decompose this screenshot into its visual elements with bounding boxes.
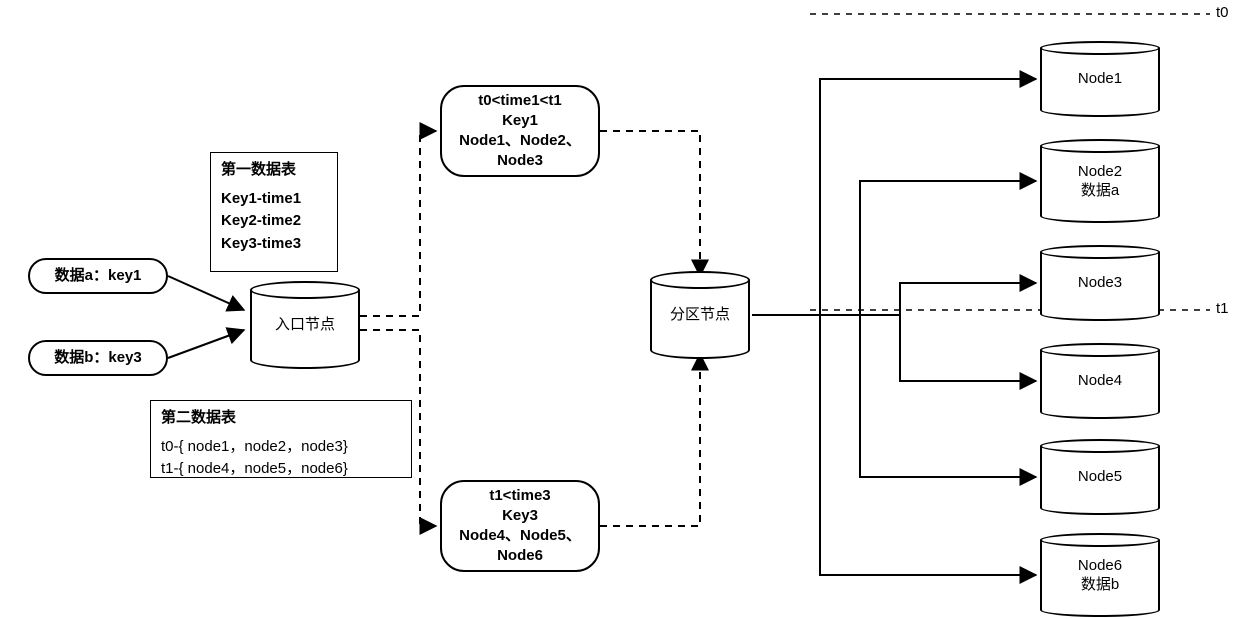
route-top-line: Node1、Node2、 bbox=[459, 131, 581, 151]
input-data-b: 数据b：key3 bbox=[28, 340, 168, 376]
edge-route_bot-to-partition bbox=[600, 354, 700, 526]
second-data-table-row: t0-{ node1，node2，node3} bbox=[161, 436, 401, 459]
first-data-table: 第一数据表 Key1-time1 Key2-time2 Key3-time3 bbox=[210, 152, 338, 272]
edge-partition-to-n6 bbox=[752, 315, 1036, 575]
edges-layer bbox=[0, 0, 1240, 619]
edge-partition-to-n3 bbox=[752, 283, 1036, 315]
cylinder-label: 入口节点 bbox=[269, 315, 341, 335]
entry-node: 入口节点 bbox=[250, 290, 360, 360]
first-data-table-row: Key3-time3 bbox=[221, 233, 327, 256]
storage-node-4: Node4 bbox=[1040, 350, 1160, 412]
edge-input_a-to-entry bbox=[168, 276, 244, 310]
route-bot-line: Key3 bbox=[459, 506, 581, 526]
edge-route_top-to-partition bbox=[600, 131, 700, 276]
storage-node-5: Node5 bbox=[1040, 446, 1160, 508]
cylinder-label: Node3 bbox=[1072, 273, 1128, 293]
route-top-line: Node3 bbox=[459, 151, 581, 171]
storage-node-6: Node6 数据b bbox=[1040, 540, 1160, 610]
route-bot-line: Node6 bbox=[459, 546, 581, 566]
cylinder-label: Node4 bbox=[1072, 371, 1128, 391]
edge-partition-to-n4 bbox=[752, 315, 1036, 381]
input-data-a-label: 数据a：key1 bbox=[55, 266, 142, 286]
route-box-top: t0<time1<t1 Key1 Node1、Node2、 Node3 bbox=[440, 85, 600, 177]
first-data-table-row: Key1-time1 bbox=[221, 188, 327, 211]
cylinder-label: Node6 数据b bbox=[1072, 556, 1128, 595]
input-data-a: 数据a：key1 bbox=[28, 258, 168, 294]
edge-input_b-to-entry bbox=[168, 330, 244, 358]
edge-partition-to-n1 bbox=[752, 79, 1036, 315]
timeline-label-t0: t0 bbox=[1216, 4, 1229, 21]
first-data-table-title: 第一数据表 bbox=[221, 159, 327, 182]
route-top-line: Key1 bbox=[459, 111, 581, 131]
route-box-bottom: t1<time3 Key3 Node4、Node5、 Node6 bbox=[440, 480, 600, 572]
route-bot-line: t1<time3 bbox=[459, 486, 581, 506]
input-data-b-label: 数据b：key3 bbox=[54, 348, 142, 368]
storage-node-1: Node1 bbox=[1040, 48, 1160, 110]
edge-partition-to-n2 bbox=[752, 181, 1036, 315]
cylinder-label: Node5 bbox=[1072, 467, 1128, 487]
route-bot-line: Node4、Node5、 bbox=[459, 526, 581, 546]
storage-node-2: Node2 数据a bbox=[1040, 146, 1160, 216]
partition-node: 分区节点 bbox=[650, 280, 750, 350]
second-data-table-title: 第二数据表 bbox=[161, 407, 401, 430]
edge-entry-to-route_top bbox=[360, 131, 436, 316]
second-data-table: 第二数据表 t0-{ node1，node2，node3} t1-{ node4… bbox=[150, 400, 412, 478]
edge-partition-to-n5 bbox=[752, 315, 1036, 477]
timeline-label-t1: t1 bbox=[1216, 300, 1229, 317]
cylinder-label: 分区节点 bbox=[664, 305, 736, 325]
storage-node-3: Node3 bbox=[1040, 252, 1160, 314]
cylinder-label: Node2 数据a bbox=[1072, 162, 1128, 201]
cylinder-label: Node1 bbox=[1072, 69, 1128, 89]
route-top-line: t0<time1<t1 bbox=[459, 91, 581, 111]
second-data-table-row: t1-{ node4，node5，node6} bbox=[161, 458, 401, 481]
first-data-table-row: Key2-time2 bbox=[221, 210, 327, 233]
